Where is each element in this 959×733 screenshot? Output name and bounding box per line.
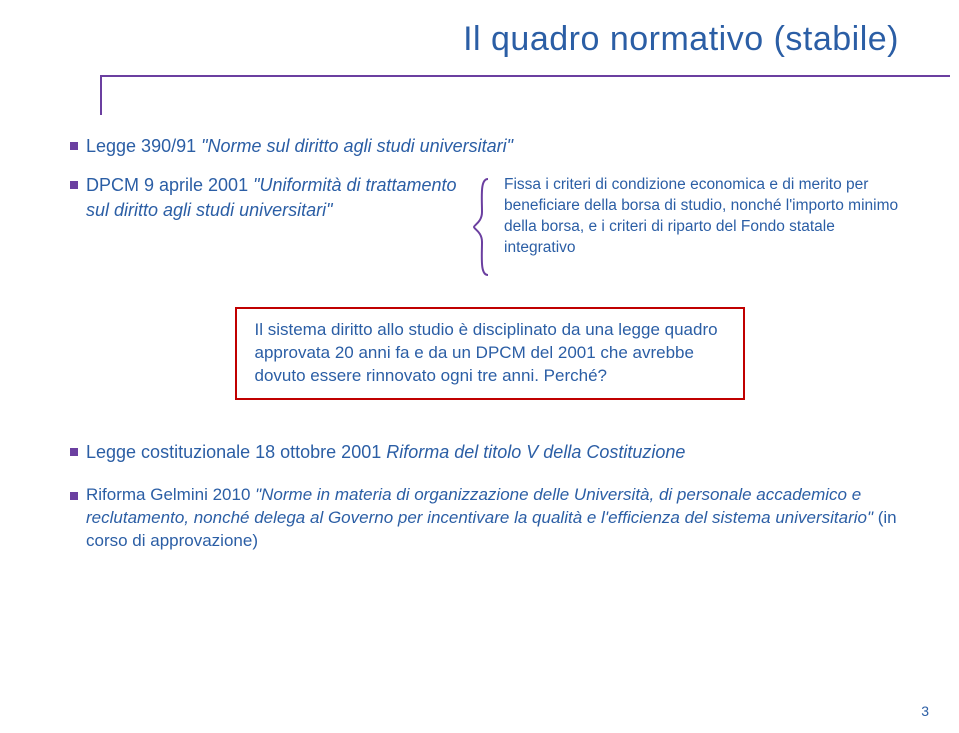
bullet-text: DPCM 9 aprile 2001 "Uniformità di tratta…: [86, 173, 460, 222]
title-block: Il quadro normativo (stabile): [50, 20, 909, 59]
bullet-square-icon: [70, 142, 78, 150]
bullet-square-icon: [70, 448, 78, 456]
row2-right-text: Fissa i criteri di condizione economica …: [504, 173, 909, 259]
text-plain: DPCM 9 aprile 2001: [86, 175, 253, 195]
curly-brace-icon: [470, 177, 494, 277]
center-box-wrap: Il sistema diritto allo studio è discipl…: [70, 307, 909, 400]
text-italic: Riforma del titolo V della Costituzione: [386, 442, 685, 462]
bullet-row-3: Legge costituzionale 18 ottobre 2001 Rif…: [70, 440, 909, 464]
text-plain: Legge 390/91: [86, 136, 201, 156]
title-rule-horizontal: [100, 75, 950, 77]
slide: Il quadro normativo (stabile) Legge 390/…: [0, 0, 959, 733]
bullet-text: Riforma Gelmini 2010 "Norme in materia d…: [86, 484, 909, 553]
page-number: 3: [921, 703, 929, 719]
brace-column: [470, 173, 494, 277]
bullet-row-1: Legge 390/91 "Norme sul diritto agli stu…: [70, 134, 909, 158]
bullet-text: Legge 390/91 "Norme sul diritto agli stu…: [86, 134, 513, 158]
bullet-square-icon: [70, 181, 78, 189]
content-area: Legge 390/91 "Norme sul diritto agli stu…: [50, 84, 909, 553]
bullet-row-4: Riforma Gelmini 2010 "Norme in materia d…: [70, 484, 909, 553]
text-plain: Riforma Gelmini 2010: [86, 485, 255, 504]
bullet-square-icon: [70, 492, 78, 500]
highlight-box: Il sistema diritto allo studio è discipl…: [235, 307, 745, 400]
row2-left: DPCM 9 aprile 2001 "Uniformità di tratta…: [70, 173, 460, 222]
text-italic: "Norme sul diritto agli studi universita…: [201, 136, 513, 156]
bullet-row-2: DPCM 9 aprile 2001 "Uniformità di tratta…: [70, 173, 909, 277]
bullet-text: Legge costituzionale 18 ottobre 2001 Rif…: [86, 440, 685, 464]
text-plain: Legge costituzionale 18 ottobre 2001: [86, 442, 386, 462]
title-rule-vertical: [100, 75, 102, 115]
slide-title: Il quadro normativo (stabile): [50, 20, 909, 59]
